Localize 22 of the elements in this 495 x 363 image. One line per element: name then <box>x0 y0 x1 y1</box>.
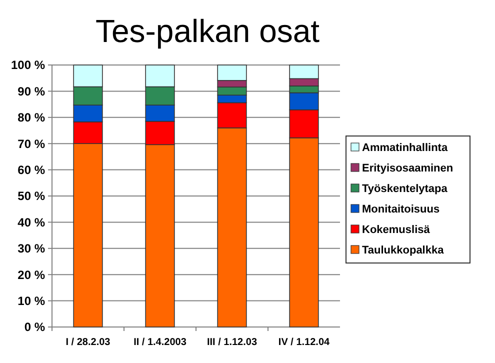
legend-label: Ammatinhallinta <box>362 142 448 154</box>
y-tick-label: 100 % <box>10 58 46 72</box>
x-tick-label: II / 1.4.2003 <box>134 337 187 348</box>
legend-label: Taulukkopalkka <box>362 244 445 256</box>
x-tick-label: I / 28.2.03 <box>66 337 111 348</box>
x-tick-label: IV / 1.12.04 <box>278 337 330 348</box>
y-tick-label: 80 % <box>18 110 46 125</box>
legend-label: Työskentelytapa <box>362 182 448 195</box>
legend-label: Monitaitoisuus <box>362 203 440 216</box>
x-tick-label: III / 1.12.03 <box>206 337 258 348</box>
y-tick-label: 0 % <box>24 320 46 334</box>
y-tick-label: 10 % <box>18 294 46 308</box>
y-tick-label: 70 % <box>18 136 46 151</box>
y-tick-label: 90 % <box>18 84 46 98</box>
y-tick-label: 60 % <box>18 163 46 177</box>
chart-title: Tes-palkan osat <box>95 13 320 49</box>
y-tick-label: 20 % <box>18 268 46 282</box>
y-tick-label: 50 % <box>18 189 46 204</box>
y-tick-label: 40 % <box>18 215 46 230</box>
legend-label: Kokemuslisä <box>362 224 431 236</box>
legend-label: Erityisosaaminen <box>362 162 454 174</box>
y-tick-label: 30 % <box>18 242 46 256</box>
